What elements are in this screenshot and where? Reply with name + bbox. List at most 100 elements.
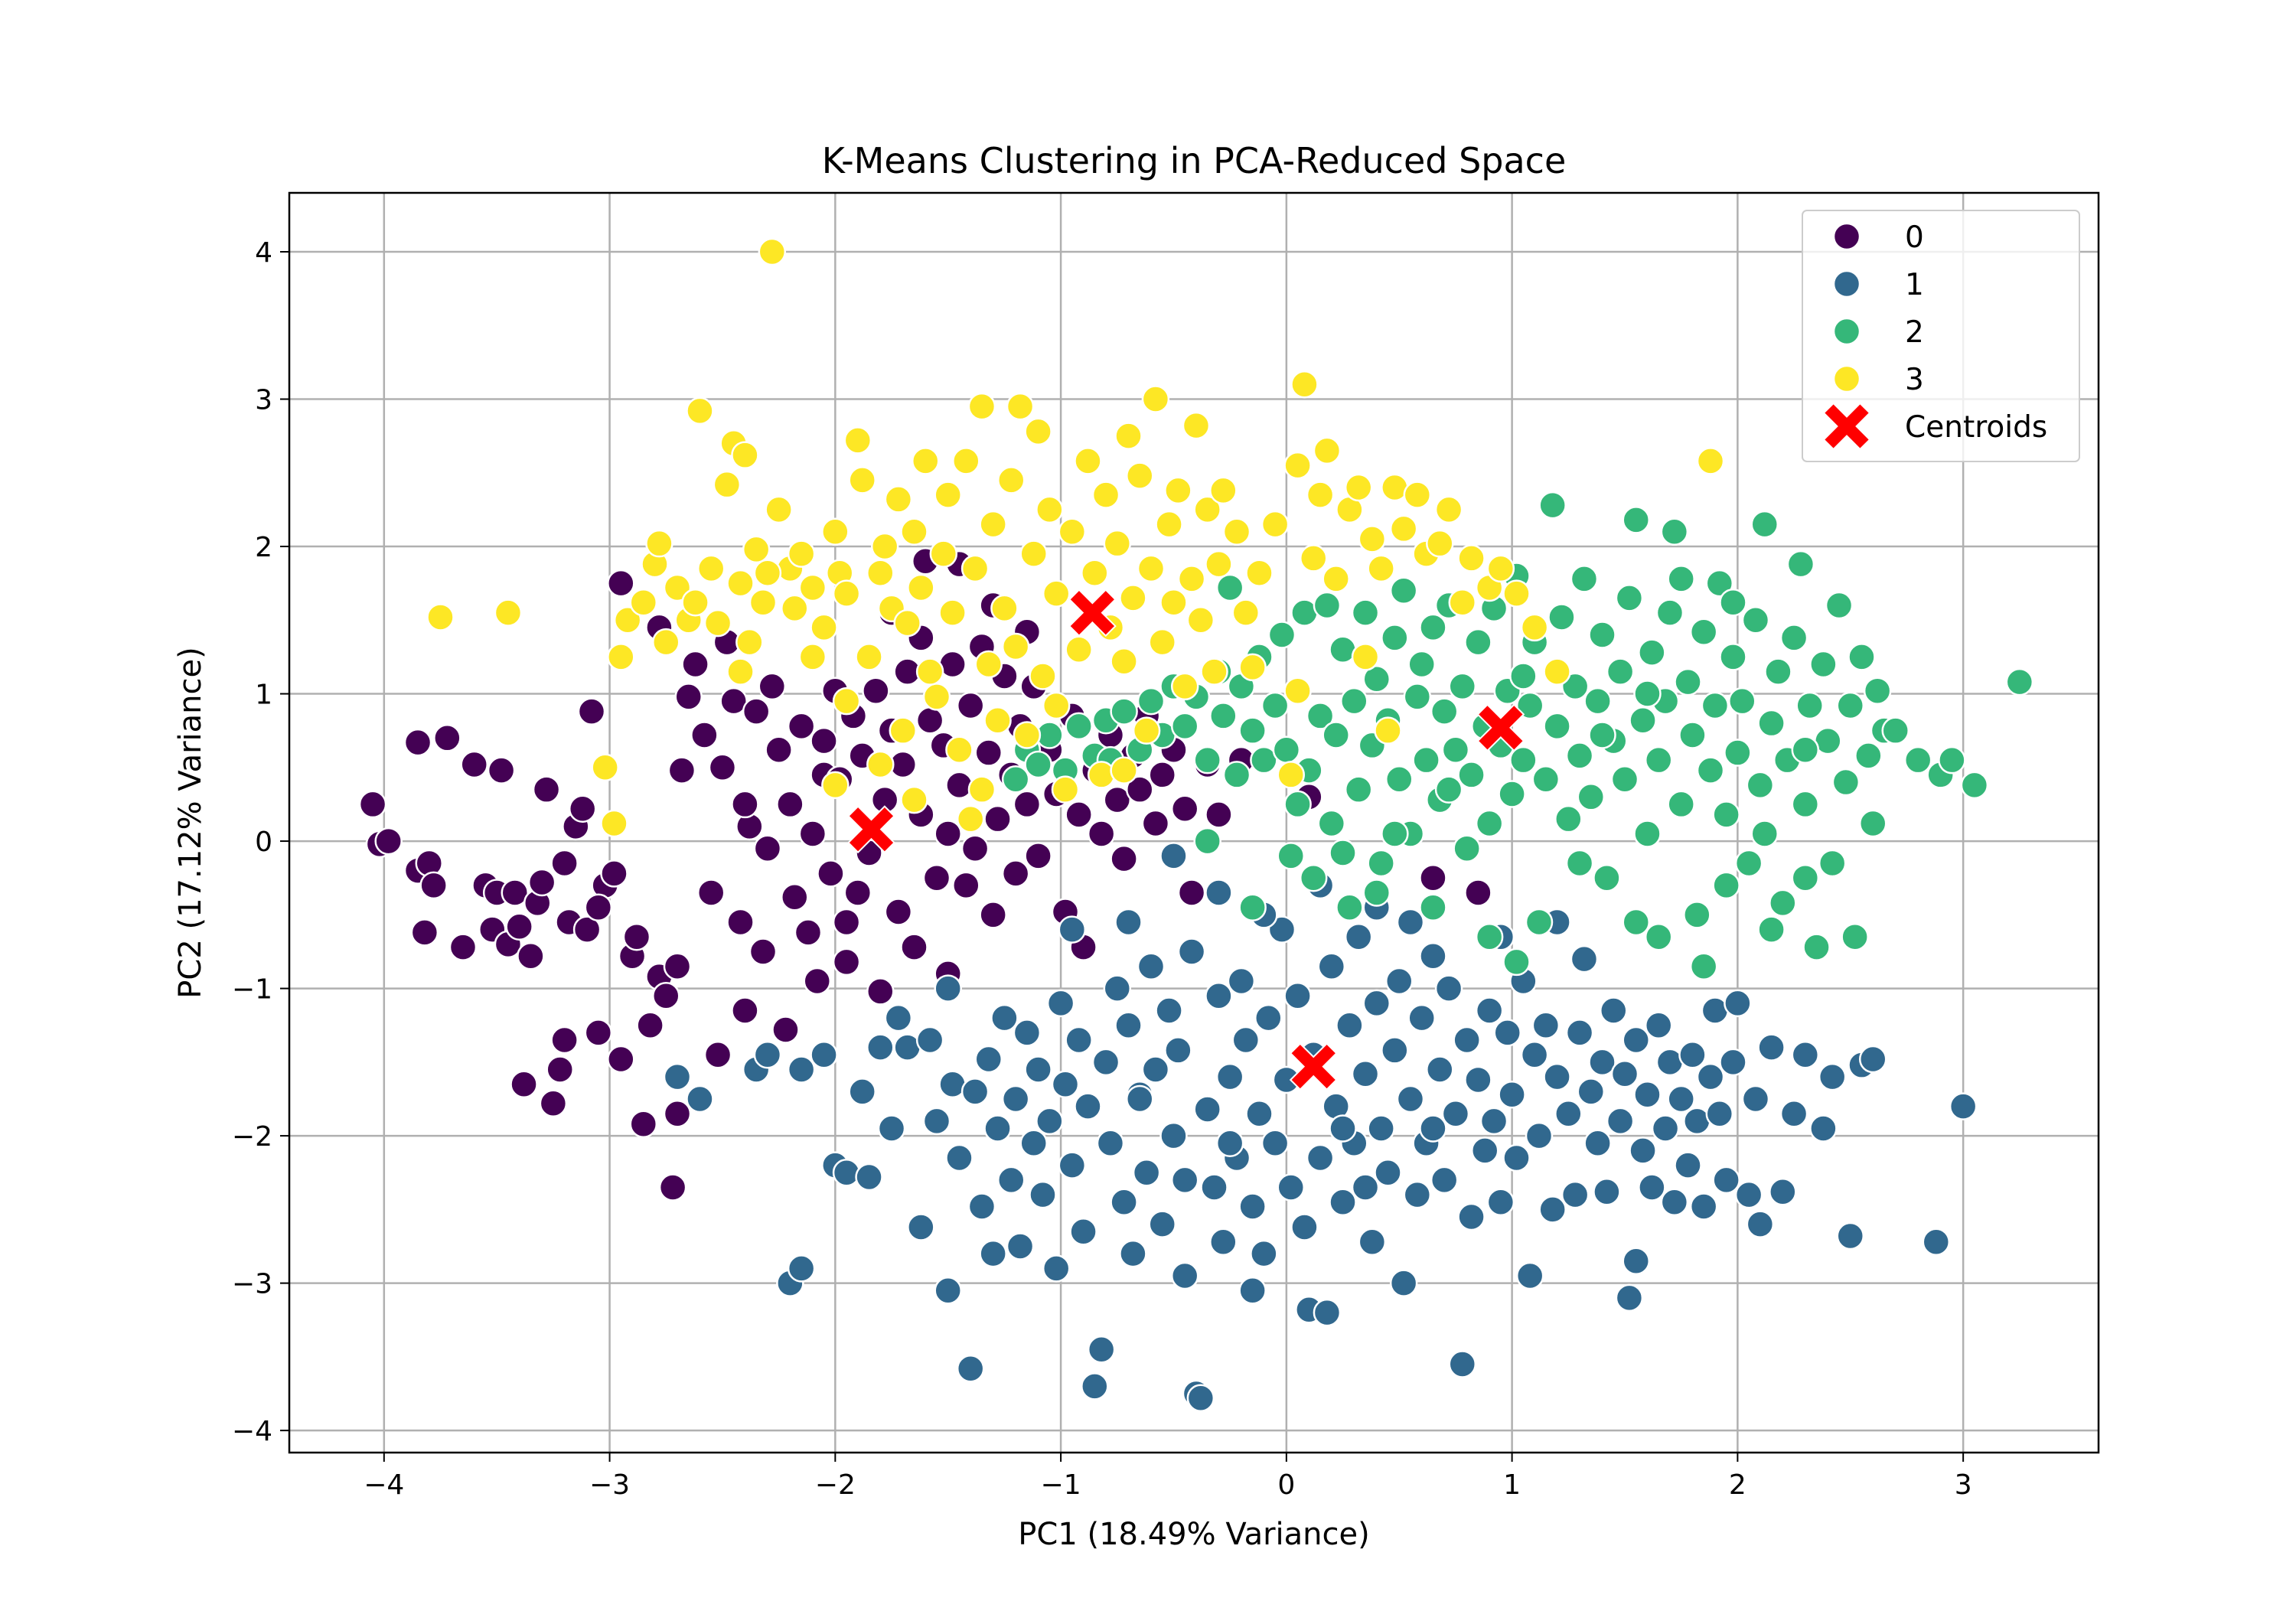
cluster-2-point [1779,624,1808,652]
cluster-1-point [1520,1040,1549,1069]
cluster-3-point [893,608,921,638]
cluster-3-point [1261,510,1290,539]
y-tick-label: −3 [232,1269,272,1300]
cluster-1-point [934,1276,962,1305]
y-tick-label: 4 [255,237,272,269]
cluster-2-point [1858,809,1887,838]
cluster-1-point [1200,1173,1228,1202]
cluster-2-point [1340,686,1368,716]
cluster-0-point [667,756,696,784]
cluster-1-point [996,1166,1026,1195]
cluster-3-point [967,775,996,804]
cluster-3-point [934,481,962,509]
cluster-0-point [1126,775,1154,804]
cluster-3-point [426,603,455,631]
cluster-1-point [1231,1026,1261,1055]
cluster-1-point [1058,1151,1087,1179]
cluster-1-point [1741,1084,1770,1114]
cluster-1-point [1006,1232,1035,1260]
cluster-3-point [821,771,850,800]
legend-label: 0 [1905,220,1924,255]
cluster-0-point [550,849,579,878]
cluster-1-point [1583,1129,1612,1157]
cluster-3-point [832,579,861,608]
cluster-3-point [645,529,673,558]
cluster-3-point [781,594,809,623]
cluster-1-point [1013,1019,1042,1047]
legend-marker-1 [1832,269,1861,298]
cluster-0-point [945,771,974,800]
cluster-1-point [1674,1151,1702,1179]
cluster-0-point [708,753,737,782]
cluster-1-point [1344,922,1373,951]
cluster-1-point [1705,1099,1734,1128]
x-tick-label: 3 [1955,1469,1972,1501]
cluster-2-point [1750,820,1779,848]
cluster-2-point [1719,588,1747,617]
cluster-2-point [1538,491,1567,520]
cluster-2-point [1689,952,1718,980]
cluster-3-point [1322,565,1350,593]
y-tick-label: 0 [255,827,272,858]
cluster-2-point [1509,662,1538,690]
cluster-3-point [832,686,861,716]
cluster-0-point [1087,820,1116,848]
cluster-3-point [1222,517,1251,546]
cluster-1-point [1858,1045,1887,1074]
cluster-3-point [1486,554,1515,583]
cluster-2-point [1606,657,1635,686]
cluster-1-point [1525,1121,1554,1150]
cluster-1-point [1791,1040,1820,1069]
cluster-2-point [1381,624,1409,652]
cluster-1-point [1069,1217,1097,1246]
cluster-0-point [487,756,516,784]
cluster-2-point [1170,712,1199,741]
cluster-3-point [952,447,980,475]
cluster-2-point [1306,702,1335,730]
cluster-1-point [1667,1084,1695,1114]
cluster-3-point [1065,635,1093,664]
cluster-1-point [1227,967,1256,996]
cluster-1-point [983,1114,1012,1143]
cluster-2-point [1137,686,1166,716]
cluster-1-point [1615,1283,1644,1313]
cluster-3-point [1024,417,1052,446]
cluster-2-point [1570,565,1599,593]
cluster-1-point [1358,1228,1387,1256]
cluster-1-point [1565,1019,1594,1047]
cluster-1-point [1538,1195,1567,1224]
cluster-0-point [832,947,861,977]
cluster-3-point [884,485,913,514]
cluster-3-point [866,559,895,587]
cluster-3-point [494,598,523,627]
cluster-1-point [1502,1143,1531,1172]
cluster-1-point [1453,1026,1481,1055]
cluster-1-point [1470,1137,1499,1165]
cluster-3-point [1426,529,1454,558]
cluster-2-point [1283,790,1312,819]
cluster-3-point [1132,716,1161,745]
cluster-1-point [1362,989,1391,1018]
cluster-1-point [855,1163,883,1192]
cluster-1-point [1245,1099,1274,1128]
y-tick-label: −2 [232,1121,272,1153]
cluster-0-point [539,1089,568,1117]
legend-label: 1 [1905,268,1924,302]
cluster-1-point [1367,1114,1395,1143]
cluster-2-point [1667,565,1695,593]
cluster-1-point [1419,941,1447,970]
cluster-1-point [1600,996,1628,1025]
cluster-0-point [1419,863,1447,892]
cluster-3-point [810,613,838,642]
cluster-1-point [1029,1180,1057,1209]
cluster-3-point [1434,495,1463,524]
cluster-0-point [663,1099,692,1128]
cluster-1-point [1719,1048,1747,1077]
cluster-1-point [1164,1036,1192,1065]
cluster-2-point [1509,745,1538,775]
cluster-3-point [1374,716,1402,745]
cluster-3-point [1029,662,1057,690]
cluster-2-point [1786,550,1815,579]
cluster-3-point [1313,436,1342,465]
y-axis-ticks: −4 −3 −2 −1 0 1 2 3 4 [232,237,289,1447]
